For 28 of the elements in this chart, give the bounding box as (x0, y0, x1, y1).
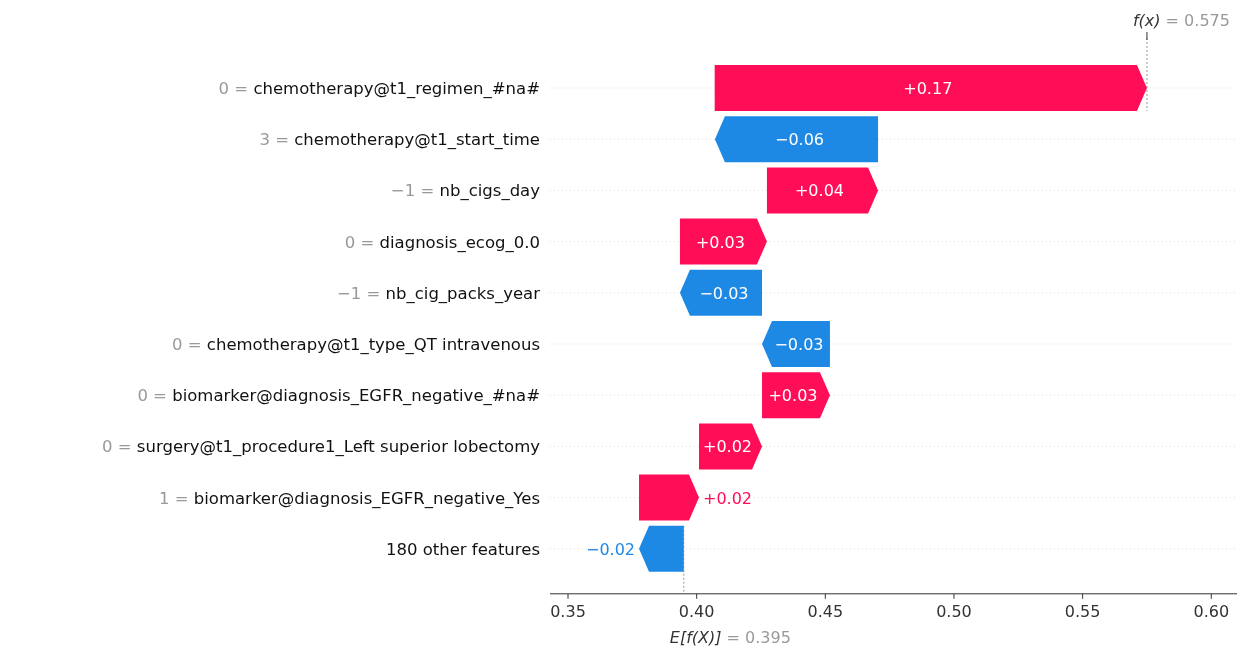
data-label: +0.03 (768, 386, 818, 406)
x-tick-label: 0.55 (1064, 601, 1101, 621)
ref-line-label: E[f(X)] = 0.395 (669, 628, 791, 647)
data-label: −0.03 (774, 335, 824, 354)
data-label: −0.03 (699, 283, 749, 303)
y-tick-label: 0 = diagnosis_ecog_0.0 (344, 232, 540, 253)
data-label: +0.02 (702, 437, 753, 457)
data-label: +0.02 (702, 488, 753, 508)
data-label: +0.03 (695, 232, 745, 252)
x-tick-label: 0.45 (807, 601, 844, 621)
data-label: −0.06 (774, 130, 825, 150)
y-tick-label: −1 = nb_cig_packs_year (336, 283, 541, 304)
x-tick-label: 0.60 (1193, 601, 1230, 621)
y-tick-label: 180 other features (385, 539, 540, 559)
x-tick-label: 0.35 (550, 601, 586, 621)
y-tick-label: 0 = chemotherapy@t1_type_QT intravenous (172, 335, 540, 355)
x-tick-label: 0.50 (936, 601, 972, 621)
data-label: +0.04 (794, 181, 844, 201)
y-tick-label: 3 = chemotherapy@t1_start_time (259, 130, 540, 151)
x-tick-label: 0.40 (678, 601, 715, 621)
y-tick-label: 1 = biomarker@diagnosis_EGFR_negative_Yes (158, 488, 540, 509)
y-tick-label: 0 = surgery@t1_procedure1_Left superior lobectomy (102, 437, 541, 458)
y-tick-label: 0 = biomarker@diagnosis_EGFR_negative_#na# (137, 386, 540, 407)
y-tick-label: −1 = nb_cigs_day (390, 181, 541, 202)
data-label: +0.17 (903, 79, 953, 98)
y-tick-label: 0 = chemotherapy@t1_regimen_#na# (218, 79, 540, 99)
ref-line-label: f(x) = 0.575 (1132, 11, 1230, 30)
data-label: −0.02 (586, 539, 636, 559)
